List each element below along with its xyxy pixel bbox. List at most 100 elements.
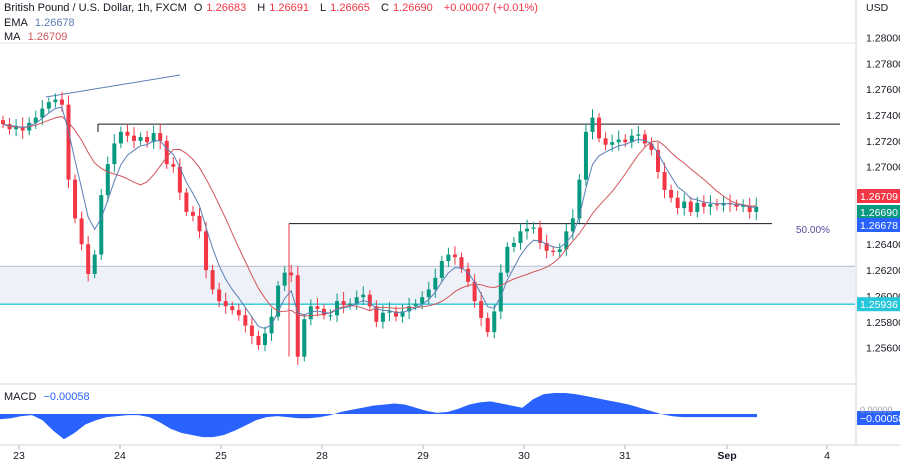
candle-body xyxy=(223,301,228,307)
candle-body xyxy=(616,139,621,143)
candle-body xyxy=(642,134,647,144)
level-lines xyxy=(0,74,855,357)
candle-body xyxy=(466,268,471,282)
candle-body xyxy=(40,108,45,118)
open-label: O xyxy=(193,2,203,14)
candle-body xyxy=(79,218,84,245)
candle-body xyxy=(308,306,313,320)
macd-label: MACD xyxy=(4,391,37,403)
candle-body xyxy=(33,117,38,123)
candle-body xyxy=(256,335,261,346)
candle-body xyxy=(623,139,628,143)
candle-body xyxy=(282,272,287,286)
candle-body xyxy=(446,254,451,262)
candle-body xyxy=(73,179,78,219)
candle-body xyxy=(603,138,608,145)
candle-body xyxy=(367,294,372,307)
time-tick-label: 23 xyxy=(13,450,25,462)
candle-body xyxy=(479,301,484,318)
candle-body xyxy=(518,231,523,243)
candle-body xyxy=(53,99,58,103)
ohlc-high: H 1.26691 xyxy=(257,2,313,14)
candle-body xyxy=(701,202,706,207)
open-value: 1.26683 xyxy=(206,2,247,14)
candle-body xyxy=(662,171,667,190)
ma-price-tag-text: 1.26709 xyxy=(860,191,898,203)
candle-body xyxy=(656,149,660,172)
price-tick-label: 1.26400 xyxy=(866,239,900,251)
candle-body xyxy=(118,131,123,144)
candle-body xyxy=(335,301,340,316)
ma-legend[interactable]: MA 1.26709 xyxy=(4,31,71,43)
ma-price-tag-bg xyxy=(857,189,900,203)
candle-body xyxy=(400,311,405,317)
candle-body xyxy=(315,306,320,309)
candle-body xyxy=(66,104,71,180)
candle-body xyxy=(394,311,398,317)
candle-body xyxy=(328,315,333,317)
ema-value: 1.26678 xyxy=(34,17,75,29)
price-axis[interactable]: 1.28000 1.27800 1.27600 1.27400 1.27200 1.270… xyxy=(866,33,900,355)
price-tick-label: 1.27200 xyxy=(866,136,900,148)
price-tick-label: 1.26200 xyxy=(866,265,900,277)
candle-body xyxy=(413,303,418,307)
close-value: 1.26690 xyxy=(392,2,433,14)
ema-legend[interactable]: EMA 1.26678 xyxy=(4,17,79,29)
candle-body xyxy=(112,143,117,165)
macd-price-tag-text: −0.00058 xyxy=(860,413,900,425)
macd-price-tag-bg xyxy=(857,411,900,425)
support-zone-fill xyxy=(0,266,855,305)
candle-body xyxy=(289,272,294,276)
macd-area xyxy=(0,393,757,440)
candle-body xyxy=(721,202,726,206)
candle-body xyxy=(577,179,582,219)
candle-body xyxy=(361,294,366,298)
high-label: H xyxy=(257,2,266,14)
candle-body xyxy=(597,117,602,139)
time-axis[interactable]: 23 24 25 28 29 30 31 Sep 4 xyxy=(13,445,830,462)
candle-body xyxy=(570,218,575,232)
candle-body xyxy=(145,137,150,143)
candle-body xyxy=(583,131,588,180)
candle-body xyxy=(374,306,379,322)
candle-body xyxy=(675,197,680,209)
candle-body xyxy=(302,319,307,357)
candle-body xyxy=(426,289,431,298)
indicator-lines xyxy=(2,106,757,330)
candle-body xyxy=(190,211,195,216)
fib-50-label: 50.00% xyxy=(796,225,830,236)
ma-value: 1.26709 xyxy=(27,31,68,43)
time-tick-label: 31 xyxy=(619,450,631,462)
candle-body xyxy=(295,275,300,357)
macd-price-tag: −0.00058 xyxy=(857,411,900,425)
candle-body xyxy=(649,143,654,150)
support-price-tag-text: 1.25936 xyxy=(860,299,898,311)
candle-body xyxy=(249,325,254,336)
candle-body xyxy=(433,277,438,290)
candle-body xyxy=(380,312,385,322)
candle-body xyxy=(92,254,97,274)
candle-body xyxy=(557,249,562,252)
candle-body xyxy=(99,195,104,255)
symbol-title: British Pound / U.S. Dollar, 1h, FXCM xyxy=(4,2,187,14)
ohlc-close: C 1.26690 xyxy=(381,2,437,14)
candle-body xyxy=(498,272,503,312)
candle-body xyxy=(551,250,556,252)
candle-body xyxy=(511,242,516,247)
low-value: 1.26665 xyxy=(330,2,370,14)
trend-line xyxy=(45,74,181,98)
candle-body xyxy=(236,310,241,316)
candle-body xyxy=(708,204,713,207)
close-label: C xyxy=(380,2,389,14)
price-tick-label: 1.27400 xyxy=(866,110,900,122)
macd-legend[interactable]: MACD −0.00058 xyxy=(4,391,94,403)
time-tick-label: 30 xyxy=(518,450,530,462)
candle-body xyxy=(485,317,490,333)
candle-body xyxy=(341,301,346,305)
candle-body xyxy=(210,270,215,290)
support-price-tag: 1.25936 xyxy=(857,297,900,312)
candle-body xyxy=(348,303,353,305)
price-tick-label: 1.25800 xyxy=(866,317,900,329)
